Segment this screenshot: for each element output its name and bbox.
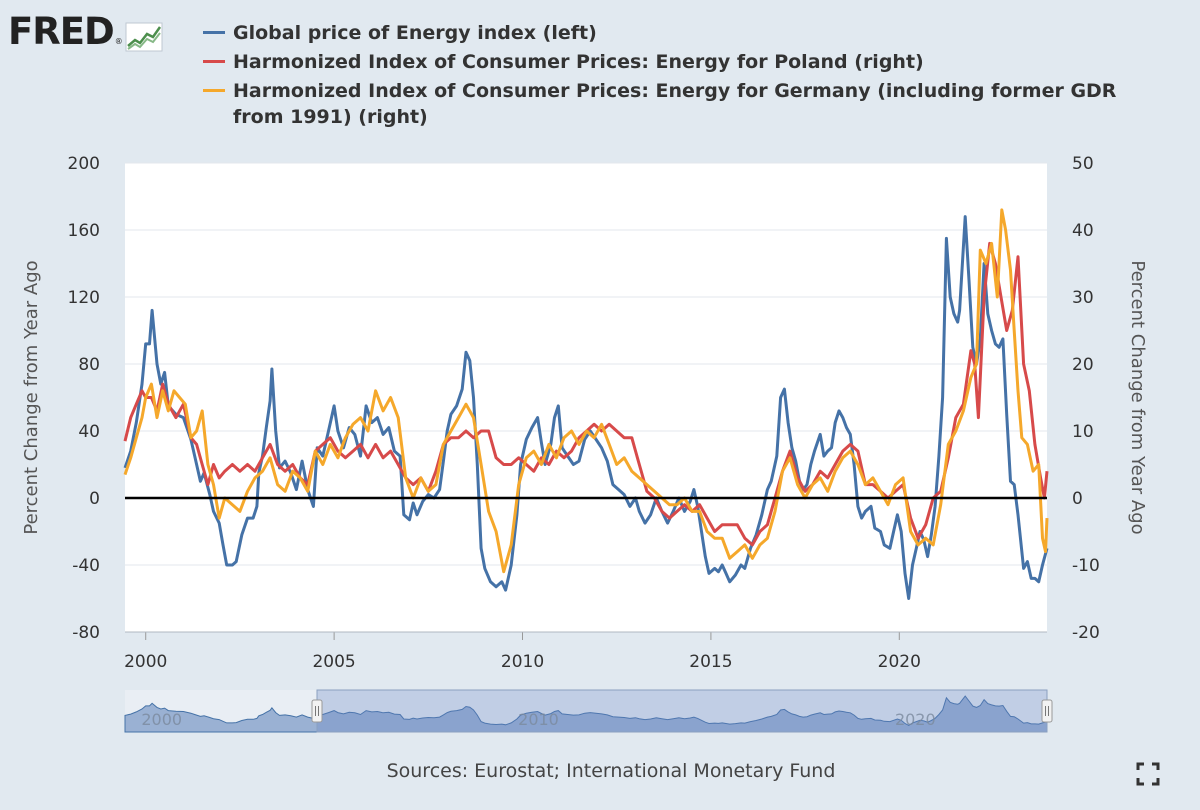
legend-swatch-energy (203, 31, 225, 34)
y-left-tick-label: 80 (78, 355, 100, 375)
x-tick-label: 2010 (501, 652, 544, 672)
legend-swatch-poland (203, 60, 225, 63)
navigator-handle-left[interactable] (311, 699, 323, 723)
sources-note: Sources: Eurostat; International Monetar… (386, 760, 836, 782)
x-tick-label: 2020 (878, 652, 921, 672)
legend-swatch-germany (203, 89, 225, 92)
series-line-germany[interactable] (123, 208, 1049, 574)
plot-area (125, 163, 1047, 632)
series-line-poland[interactable] (123, 241, 1049, 547)
legend-label-poland: Harmonized Index of Consumer Prices: Ene… (233, 51, 924, 73)
fred-logo[interactable]: FRED ® (8, 12, 163, 52)
y-left-tick-label: 160 (68, 221, 100, 241)
x-tick-label: 2005 (312, 652, 355, 672)
legend-item-energy[interactable]: Global price of Energy index (left) (203, 20, 1163, 46)
y-right-tick-label: 50 (1072, 154, 1094, 174)
x-tick-label: 2000 (124, 652, 167, 672)
fred-logo-text: FRED (8, 10, 115, 53)
navigator-window[interactable] (316, 689, 1048, 733)
line-chart-icon (125, 22, 163, 52)
y-right-tick-label: 20 (1072, 355, 1094, 375)
y-left-tick-label: 120 (68, 288, 100, 308)
navigator-tick-label: 2000 (141, 710, 182, 729)
y-right-tick-label: -20 (1072, 623, 1100, 643)
chart-legend: Global price of Energy index (left) Harm… (203, 20, 1163, 133)
x-tick-label: 2015 (689, 652, 732, 672)
handle-body[interactable] (311, 699, 323, 723)
registered-mark: ® (114, 37, 123, 46)
navigator-series-area (124, 695, 1048, 733)
fullscreen-icon[interactable] (1136, 762, 1160, 786)
y-right-tick-label: 30 (1072, 288, 1094, 308)
y-left-tick-label: 200 (68, 154, 100, 174)
legend-label-energy: Global price of Energy index (left) (233, 22, 597, 44)
navigator-tick-label: 2020 (895, 710, 936, 729)
navigator-handle-right[interactable] (1041, 699, 1053, 723)
y-left-tick-label: 0 (89, 489, 100, 509)
y-right-tick-label: 10 (1072, 422, 1094, 442)
y-left-axis-title: Percent Change from Year Ago (21, 260, 42, 534)
navigator-tick-label: 2010 (518, 710, 559, 729)
y-left-tick-label: -80 (72, 623, 100, 643)
legend-item-poland[interactable]: Harmonized Index of Consumer Prices: Ene… (203, 49, 1163, 75)
y-right-tick-label: 40 (1072, 221, 1094, 241)
y-left-tick-label: 40 (78, 422, 100, 442)
y-right-axis-title: Percent Change from Year Ago (1127, 260, 1148, 534)
y-right-tick-label: 0 (1072, 489, 1083, 509)
legend-label-germany: Harmonized Index of Consumer Prices: Ene… (233, 80, 1117, 128)
handle-body[interactable] (1041, 699, 1053, 723)
legend-item-germany[interactable]: Harmonized Index of Consumer Prices: Ene… (203, 78, 1163, 130)
y-left-tick-label: -40 (72, 556, 100, 576)
y-right-tick-label: -10 (1072, 556, 1100, 576)
